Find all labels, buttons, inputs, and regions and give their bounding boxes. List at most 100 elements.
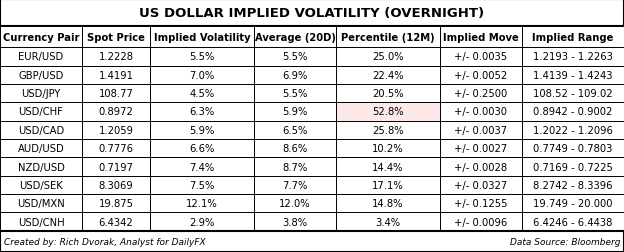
Bar	[522, 194, 624, 213]
Bar	[150, 27, 254, 48]
Bar	[440, 85, 522, 103]
Text: Average (20D): Average (20D)	[255, 33, 336, 43]
Text: USD/JPY: USD/JPY	[21, 89, 61, 99]
Bar	[0, 66, 82, 85]
Text: USD/MXN: USD/MXN	[17, 198, 65, 208]
Bar	[254, 213, 336, 231]
Bar	[150, 213, 254, 231]
Bar	[0, 194, 82, 213]
Bar	[336, 176, 440, 194]
Text: 0.7776: 0.7776	[99, 144, 134, 153]
Bar	[254, 85, 336, 103]
Bar	[440, 103, 522, 121]
Text: USD/CAD: USD/CAD	[18, 125, 64, 135]
Bar	[254, 48, 336, 66]
Bar	[440, 158, 522, 176]
Text: Implied Range: Implied Range	[532, 33, 613, 43]
Text: 108.52 - 109.02: 108.52 - 109.02	[533, 89, 613, 99]
Text: Created by: Rich Dvorak, Analyst for DailyFX: Created by: Rich Dvorak, Analyst for Dai…	[4, 237, 206, 246]
Text: +/- 0.0096: +/- 0.0096	[454, 217, 508, 227]
Text: 25.0%: 25.0%	[372, 52, 404, 62]
Text: 1.2228: 1.2228	[99, 52, 134, 62]
Text: +/- 0.0035: +/- 0.0035	[454, 52, 507, 62]
Bar	[82, 139, 150, 158]
Text: 5.5%: 5.5%	[282, 52, 308, 62]
Text: 1.4191: 1.4191	[99, 71, 134, 80]
Bar	[522, 213, 624, 231]
Bar	[440, 27, 522, 48]
Bar	[522, 85, 624, 103]
Bar	[82, 103, 150, 121]
Text: 0.7749 - 0.7803: 0.7749 - 0.7803	[534, 144, 613, 153]
Text: EUR/USD: EUR/USD	[18, 52, 64, 62]
Bar	[522, 176, 624, 194]
Text: 12.0%: 12.0%	[279, 198, 311, 208]
Bar	[0, 0, 624, 27]
Bar	[150, 194, 254, 213]
Bar	[82, 27, 150, 48]
Text: 20.5%: 20.5%	[372, 89, 404, 99]
Bar	[82, 194, 150, 213]
Text: 3.8%: 3.8%	[283, 217, 308, 227]
Bar	[522, 103, 624, 121]
Bar	[440, 194, 522, 213]
Bar	[254, 194, 336, 213]
Bar	[254, 66, 336, 85]
Bar	[150, 85, 254, 103]
Text: +/- 0.0037: +/- 0.0037	[454, 125, 507, 135]
Text: 0.8942 - 0.9002: 0.8942 - 0.9002	[534, 107, 613, 117]
Bar	[0, 85, 82, 103]
Text: 17.1%: 17.1%	[372, 180, 404, 190]
Bar	[150, 158, 254, 176]
Bar	[254, 176, 336, 194]
Text: 6.4246 - 6.4438: 6.4246 - 6.4438	[534, 217, 613, 227]
Bar	[254, 121, 336, 139]
Text: 8.6%: 8.6%	[283, 144, 308, 153]
Bar	[82, 48, 150, 66]
Bar	[522, 121, 624, 139]
Text: 14.8%: 14.8%	[373, 198, 404, 208]
Bar	[336, 66, 440, 85]
Bar	[522, 139, 624, 158]
Bar	[440, 139, 522, 158]
Bar	[0, 231, 624, 252]
Text: Spot Price: Spot Price	[87, 33, 145, 43]
Text: 0.7197: 0.7197	[99, 162, 134, 172]
Bar	[82, 85, 150, 103]
Bar	[336, 121, 440, 139]
Text: 5.9%: 5.9%	[282, 107, 308, 117]
Text: 5.5%: 5.5%	[189, 52, 215, 62]
Text: +/- 0.0028: +/- 0.0028	[454, 162, 507, 172]
Text: 8.7%: 8.7%	[283, 162, 308, 172]
Text: 2.9%: 2.9%	[189, 217, 215, 227]
Text: 12.1%: 12.1%	[186, 198, 218, 208]
Bar	[150, 48, 254, 66]
Text: 1.2022 - 1.2096: 1.2022 - 1.2096	[533, 125, 613, 135]
Bar	[150, 121, 254, 139]
Bar	[522, 66, 624, 85]
Text: USD/SEK: USD/SEK	[19, 180, 63, 190]
Bar	[150, 66, 254, 85]
Text: 108.77: 108.77	[99, 89, 134, 99]
Text: 8.3069: 8.3069	[99, 180, 134, 190]
Text: 5.5%: 5.5%	[282, 89, 308, 99]
Text: USD/CNH: USD/CNH	[17, 217, 64, 227]
Bar	[0, 213, 82, 231]
Text: +/- 0.1255: +/- 0.1255	[454, 198, 508, 208]
Bar	[440, 176, 522, 194]
Bar	[336, 85, 440, 103]
Bar	[0, 121, 82, 139]
Text: 1.2193 - 1.2263: 1.2193 - 1.2263	[533, 52, 613, 62]
Bar	[150, 103, 254, 121]
Bar	[82, 66, 150, 85]
Bar	[82, 213, 150, 231]
Text: 10.2%: 10.2%	[372, 144, 404, 153]
Text: 3.4%: 3.4%	[376, 217, 401, 227]
Bar	[254, 103, 336, 121]
Bar	[336, 103, 440, 121]
Bar	[522, 158, 624, 176]
Bar	[0, 158, 82, 176]
Bar	[0, 27, 82, 48]
Text: 14.4%: 14.4%	[373, 162, 404, 172]
Text: Currency Pair: Currency Pair	[2, 33, 79, 43]
